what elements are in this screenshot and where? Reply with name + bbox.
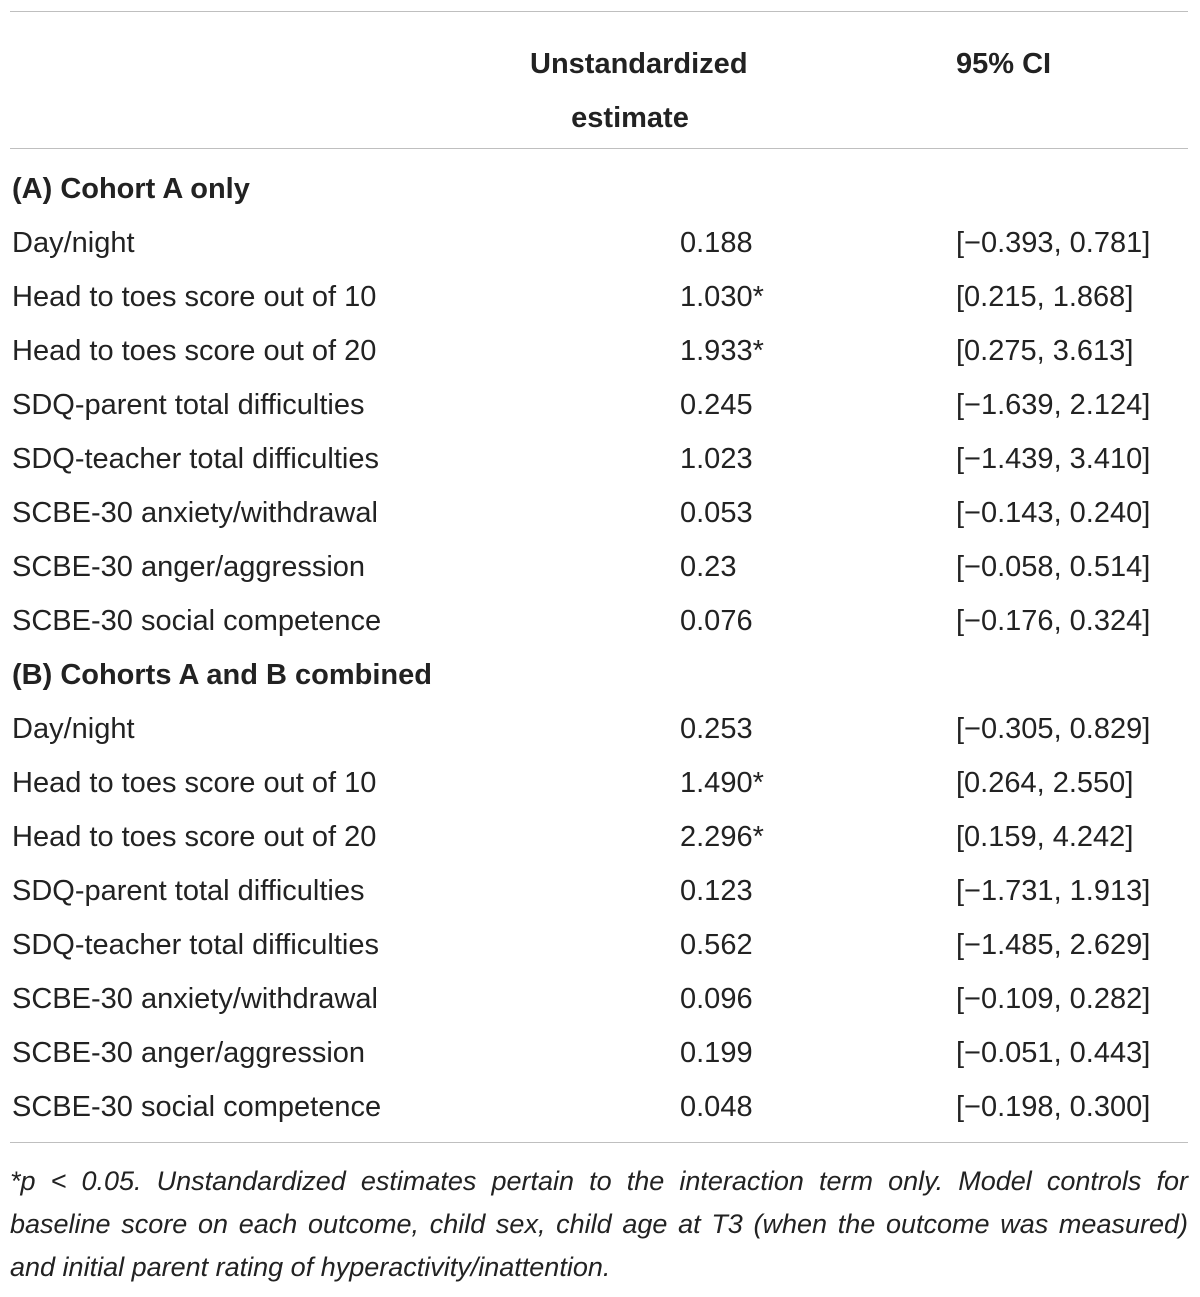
header-estimate: Unstandardized estimate <box>530 37 748 145</box>
row-estimate: 0.23 <box>680 551 737 583</box>
row-ci: [0.159, 4.242] <box>956 821 1134 853</box>
row-estimate: 0.048 <box>680 1091 753 1123</box>
table-row: SDQ-parent total difficulties 0.245 [−1.63… <box>10 378 1188 432</box>
row-estimate: 0.076 <box>680 605 753 637</box>
row-label: SDQ-parent total difficulties <box>12 389 365 421</box>
row-label: Head to toes score out of 20 <box>12 335 377 367</box>
row-ci: [−0.393, 0.781] <box>956 227 1151 259</box>
section-title: (A) Cohort A only <box>12 173 250 205</box>
row-ci: [−0.051, 0.443] <box>956 1037 1151 1069</box>
row-estimate: 0.123 <box>680 875 753 907</box>
row-ci: [−0.109, 0.282] <box>956 983 1151 1015</box>
row-label: SDQ-parent total difficulties <box>12 875 365 907</box>
table-row: Head to toes score out of 20 2.296* [0.159… <box>10 810 1188 864</box>
table-row: Head to toes score out of 10 1.490* [0.264… <box>10 756 1188 810</box>
row-label: Head to toes score out of 20 <box>12 821 377 853</box>
row-label: SCBE-30 anger/aggression <box>12 551 366 583</box>
header-estimate-line1: Unstandardized <box>530 48 748 80</box>
row-estimate: 1.023 <box>680 443 753 475</box>
table-row: SCBE-30 anger/aggression 0.199 [−0.051, 0.… <box>10 1026 1188 1080</box>
row-ci: [−1.731, 1.913] <box>956 875 1151 907</box>
table-row: Head to toes score out of 10 1.030* [0.215… <box>10 270 1188 324</box>
row-ci: [−0.058, 0.514] <box>956 551 1151 583</box>
bottom-rule <box>10 1142 1188 1143</box>
table-row: SCBE-30 social competence 0.076 [−0.176, 0… <box>10 594 1188 648</box>
section-title: (B) Cohorts A and B combined <box>12 659 432 691</box>
row-estimate: 0.096 <box>680 983 753 1015</box>
table-row: Head to toes score out of 20 1.933* [0.275… <box>10 324 1188 378</box>
section-header: (A) Cohort A only <box>10 162 1188 216</box>
results-table: Unstandardized estimate 95% CI (A) Cohor… <box>10 0 1188 1143</box>
table-row: SDQ-teacher total difficulties 1.023 [−1.4… <box>10 432 1188 486</box>
row-ci: [−0.176, 0.324] <box>956 605 1151 637</box>
table-footnote: *p < 0.05. Unstandardized estimates pert… <box>10 1166 1188 1282</box>
row-label: Day/night <box>12 713 135 745</box>
row-ci: [0.275, 3.613] <box>956 335 1134 367</box>
row-label: SCBE-30 anxiety/withdrawal <box>12 497 378 529</box>
row-label: SCBE-30 social competence <box>12 1091 382 1123</box>
row-label: SCBE-30 anxiety/withdrawal <box>12 983 378 1015</box>
row-estimate: 0.253 <box>680 713 753 745</box>
table-row: SDQ-teacher total difficulties 0.562 [−1.4… <box>10 918 1188 972</box>
row-label: SCBE-30 social competence <box>12 605 382 637</box>
row-estimate: 2.296* <box>680 821 764 853</box>
row-label: SCBE-30 anger/aggression <box>12 1037 366 1069</box>
row-estimate: 1.030* <box>680 281 764 313</box>
table-row: SCBE-30 social competence 0.048 [−0.198, 0… <box>10 1080 1188 1134</box>
table-header: Unstandardized estimate 95% CI <box>10 12 1188 148</box>
row-ci: [−1.439, 3.410] <box>956 443 1151 475</box>
table-row: SCBE-30 anxiety/withdrawal 0.096 [−0.109, … <box>10 972 1188 1026</box>
row-ci: [0.215, 1.868] <box>956 281 1134 313</box>
table-row: SCBE-30 anger/aggression 0.23 [−0.058, 0.5… <box>10 540 1188 594</box>
row-estimate: 0.188 <box>680 227 753 259</box>
row-estimate: 1.490* <box>680 767 764 799</box>
row-ci: [−1.485, 2.629] <box>956 929 1151 961</box>
row-ci: [−1.639, 2.124] <box>956 389 1151 421</box>
table-row: SCBE-30 anxiety/withdrawal 0.053 [−0.143, … <box>10 486 1188 540</box>
row-ci: [−0.143, 0.240] <box>956 497 1151 529</box>
row-label: Head to toes score out of 10 <box>12 767 377 799</box>
header-ci: 95% CI <box>956 48 1052 80</box>
table-row: SDQ-parent total difficulties 0.123 [−1.73… <box>10 864 1188 918</box>
table-row: Day/night 0.188 [−0.393, 0.781] <box>10 216 1188 270</box>
row-ci: [−0.198, 0.300] <box>956 1091 1151 1123</box>
row-estimate: 0.562 <box>680 929 753 961</box>
row-label: SDQ-teacher total difficulties <box>12 443 379 475</box>
section-header: (B) Cohorts A and B combined <box>10 648 1188 702</box>
row-estimate: 0.199 <box>680 1037 753 1069</box>
table-body: (A) Cohort A only Day/night 0.188 [−0.393, … <box>10 149 1188 1142</box>
top-rule <box>10 11 1188 12</box>
row-estimate: 0.245 <box>680 389 753 421</box>
row-label: Head to toes score out of 10 <box>12 281 377 313</box>
row-label: Day/night <box>12 227 135 259</box>
row-estimate: 1.933* <box>680 335 764 367</box>
row-ci: [−0.305, 0.829] <box>956 713 1151 745</box>
row-ci: [0.264, 2.550] <box>956 767 1134 799</box>
table-row: Day/night 0.253 [−0.305, 0.829] <box>10 702 1188 756</box>
row-estimate: 0.053 <box>680 497 753 529</box>
row-label: SDQ-teacher total difficulties <box>12 929 379 961</box>
header-rule <box>10 148 1188 149</box>
header-estimate-line2: estimate <box>571 102 689 134</box>
